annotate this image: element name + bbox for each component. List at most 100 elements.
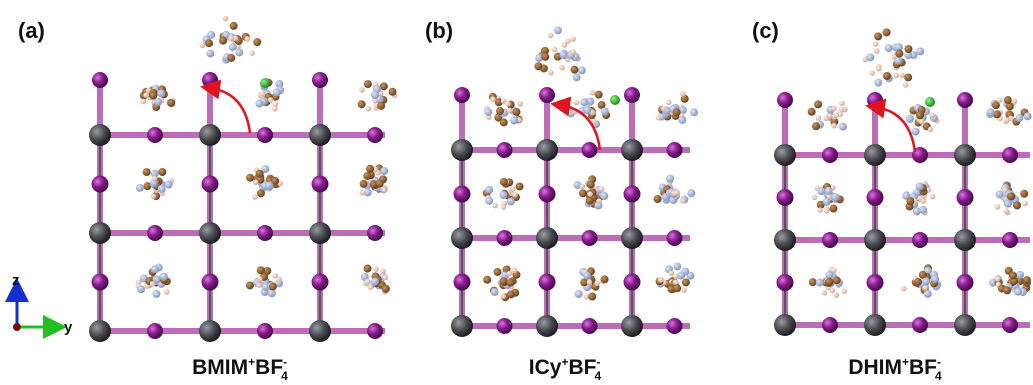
atom-h	[1012, 98, 1018, 104]
atom-pb	[309, 320, 331, 342]
atom-b	[268, 289, 276, 297]
atom-c	[269, 283, 277, 291]
atom-b	[485, 186, 493, 194]
atom-c	[496, 107, 504, 115]
atom-h	[894, 73, 900, 79]
atom-b	[206, 50, 214, 58]
atom-b	[690, 108, 698, 116]
atom-i	[624, 274, 641, 291]
atom-h	[552, 46, 558, 52]
atom-i	[92, 176, 109, 193]
atom-h	[501, 204, 507, 210]
atom-h	[599, 186, 605, 192]
atom-pb	[954, 144, 976, 166]
atom-c	[673, 108, 681, 116]
atom-c	[256, 170, 264, 178]
atom-i	[624, 87, 640, 103]
atom-c	[673, 284, 681, 292]
anion: BF	[569, 356, 597, 379]
atom-h	[268, 97, 274, 103]
atom-c	[825, 278, 833, 286]
atom-b	[229, 43, 237, 51]
charge: -	[597, 355, 601, 369]
atom-c	[257, 266, 265, 274]
atom-h	[368, 284, 374, 290]
atom-i	[867, 92, 883, 108]
atom-i	[497, 142, 513, 158]
atom-h	[200, 42, 206, 48]
atom-b	[874, 79, 882, 87]
atom-b	[817, 187, 825, 195]
atom-c	[363, 172, 371, 180]
atom-i	[92, 72, 108, 88]
atom-i	[912, 232, 928, 248]
atom-c	[601, 275, 609, 283]
atom-c	[246, 174, 254, 182]
atom-b	[1014, 288, 1022, 296]
atom-h	[680, 198, 686, 204]
atom-c	[358, 100, 366, 108]
atom-h	[681, 287, 687, 293]
atom-h	[360, 190, 366, 196]
atom-b	[601, 107, 609, 115]
atom-h	[383, 275, 389, 281]
atom-b	[207, 31, 215, 39]
atom-c	[883, 28, 891, 36]
caption: ICy+BF-4	[529, 355, 602, 383]
atom-b	[380, 167, 388, 175]
atom-b	[580, 98, 588, 106]
atom-i	[92, 274, 109, 291]
atom-pb	[199, 320, 221, 342]
atom-h	[656, 115, 662, 121]
atom-b	[866, 53, 874, 61]
atom-h	[841, 289, 847, 295]
atom-i	[454, 274, 471, 291]
atom-c	[253, 38, 261, 46]
atom-c	[158, 168, 166, 176]
atom-c	[376, 180, 384, 188]
atom-i	[822, 147, 838, 163]
anion: BF	[255, 356, 283, 379]
atom-b	[1024, 112, 1032, 120]
atom-i	[202, 72, 218, 88]
atom-b	[371, 278, 379, 286]
atom-h	[164, 289, 170, 295]
atom-i	[667, 318, 683, 334]
atom-cl	[610, 95, 620, 105]
atom-c	[149, 92, 157, 100]
atom-h	[253, 179, 259, 185]
atom-pb	[451, 227, 473, 249]
atom-b	[255, 100, 263, 108]
atom-c	[230, 22, 238, 30]
axis-label: y	[64, 319, 73, 336]
atom-i	[1002, 232, 1018, 248]
atom-h	[995, 204, 1001, 210]
atom-b	[265, 181, 273, 189]
atom-i	[957, 189, 974, 206]
atom-b	[499, 191, 507, 199]
atom-b	[151, 265, 159, 273]
atom-i	[202, 176, 219, 193]
atom-h	[873, 41, 879, 47]
atom-pb	[774, 314, 796, 336]
charge: +	[248, 355, 255, 369]
atom-c	[812, 122, 820, 130]
atom-h	[373, 266, 379, 272]
atom-b	[594, 202, 602, 210]
atom-i	[777, 92, 793, 108]
atom-i	[957, 274, 974, 291]
atom-h	[834, 292, 840, 298]
atom-cl	[925, 97, 935, 107]
atom-i	[1002, 317, 1018, 333]
atom-h	[680, 91, 686, 97]
atom-c	[916, 111, 924, 119]
atom-cl	[260, 78, 270, 88]
atom-h	[366, 106, 372, 112]
atom-h	[249, 50, 255, 56]
atom-b	[559, 51, 567, 59]
atom-pb	[89, 124, 111, 146]
atom-i	[822, 232, 838, 248]
atom-pb	[621, 227, 643, 249]
atom-b	[510, 116, 518, 124]
atom-h	[490, 96, 496, 102]
